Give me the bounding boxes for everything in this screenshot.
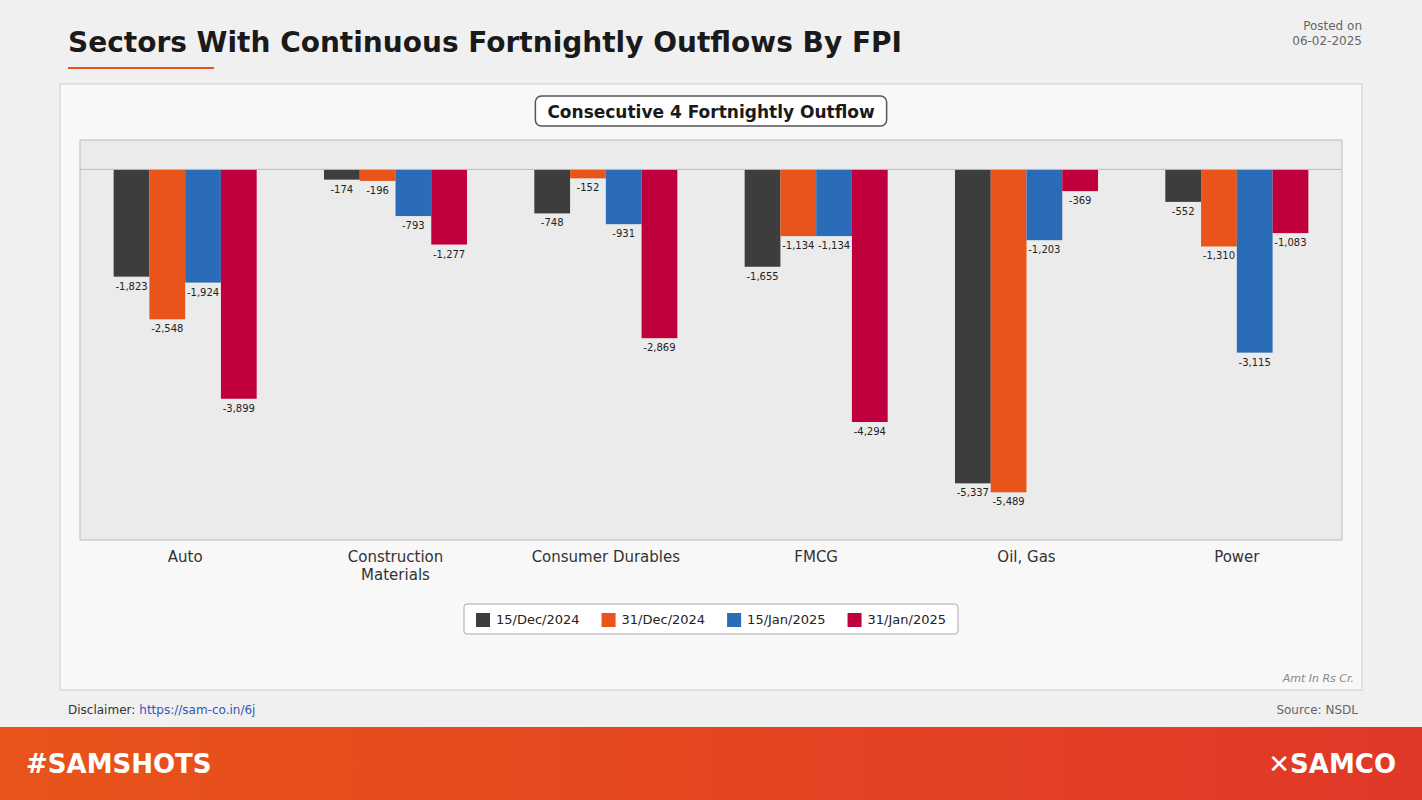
text-line: Posted on: [1303, 19, 1362, 33]
legend-label: 15/Dec/2024: [496, 612, 580, 627]
bar: [149, 169, 185, 319]
data-label: -793: [402, 220, 425, 231]
bar: [642, 169, 678, 338]
legend-frame: [464, 604, 958, 634]
x-tick-label: FMCG: [794, 548, 838, 566]
legend-label: 31/Dec/2024: [622, 612, 706, 627]
bar: [114, 169, 150, 276]
bar: [324, 169, 360, 179]
disclaimer: Disclaimer:: [68, 703, 135, 717]
bar: [431, 169, 467, 244]
text-line: FMCG: [794, 548, 838, 566]
data-label: -174: [331, 184, 354, 195]
text-line: Materials: [361, 566, 430, 584]
legend: 15/Dec/2024 31/Dec/2024 15/Jan/2025 31/Jan/…: [464, 604, 958, 634]
data-label: -2,548: [151, 323, 183, 334]
bar: [396, 169, 432, 216]
legend-swatch: [602, 613, 616, 627]
bar: [991, 169, 1027, 492]
x-tick-label: Oil, Gas: [997, 548, 1055, 566]
bar: [1273, 169, 1309, 233]
x-tick-label: Consumer Durables: [532, 548, 681, 566]
legend-label: 15/Jan/2025: [747, 612, 825, 627]
bar: [780, 169, 816, 236]
bar: [570, 169, 606, 178]
data-label: -552: [1172, 206, 1195, 217]
data-label: -1,655: [746, 271, 778, 282]
text-line: 06-02-2025: [1292, 34, 1362, 48]
data-label: -931: [612, 228, 635, 239]
footer-bar: [0, 727, 1422, 800]
subtitle: Consecutive 4 Fortnightly Outflow: [547, 102, 875, 122]
legend-swatch: [848, 613, 862, 627]
data-label: -5,337: [957, 487, 989, 498]
x-tick-label: Power: [1214, 548, 1260, 566]
legend-swatch: [476, 613, 490, 627]
x-tick-label: ConstructionMaterials: [348, 548, 444, 584]
bar: [606, 169, 642, 224]
text-line: Power: [1214, 548, 1260, 566]
data-label: -1,823: [115, 281, 147, 292]
data-label: -4,294: [854, 426, 886, 437]
subtitle-box: [535, 96, 886, 126]
text-line: Oil, Gas: [997, 548, 1055, 566]
text-line: Consumer Durables: [532, 548, 681, 566]
data-label: -1,277: [433, 249, 465, 260]
data-label: -1,134: [782, 240, 814, 251]
data-label: -2,869: [643, 342, 675, 353]
bar: [816, 169, 852, 236]
bar: [1165, 169, 1201, 201]
chart-root: Sectors With Continuous Fortnightly Outf…: [0, 0, 1422, 800]
plot-frame: [80, 140, 1342, 540]
posted-on: Posted on06-02-2025: [1292, 19, 1362, 48]
bar: [221, 169, 257, 398]
data-label: -1,134: [818, 240, 850, 251]
data-label: -748: [541, 217, 564, 228]
bar: [1027, 169, 1063, 240]
baseline: [80, 169, 1342, 170]
x-axis: Auto ConstructionMaterials Consumer Durabl…: [168, 548, 1261, 584]
text-line: Auto: [168, 548, 203, 566]
legend-label: 31/Jan/2025: [868, 612, 946, 627]
bar: [360, 169, 396, 181]
disclaimer-link: https://sam-co.in/6j: [139, 703, 255, 717]
bar: [185, 169, 221, 282]
bar: [1201, 169, 1237, 246]
source: Source: NSDL: [1276, 703, 1358, 717]
bar: [745, 169, 781, 266]
unit-note: Amt In Rs Cr.: [1282, 672, 1354, 685]
bar: [534, 169, 570, 213]
brand-logo: ✕SAMCO: [1268, 749, 1396, 779]
x-tick-label: Auto: [168, 548, 203, 566]
data-label: -3,899: [223, 403, 255, 414]
data-label: -1,203: [1028, 244, 1060, 255]
data-label: -152: [577, 182, 600, 193]
text-line: Construction: [348, 548, 444, 566]
bars: [114, 169, 1309, 492]
legend-swatch: [727, 613, 741, 627]
brand-hashtag: #SAMSHOTS: [26, 749, 212, 779]
data-label: -3,115: [1239, 357, 1271, 368]
title-underline: [68, 67, 214, 69]
bar: [852, 169, 888, 422]
title: Sectors With Continuous Fortnightly Outf…: [68, 26, 902, 59]
data-label: -1,310: [1203, 250, 1235, 261]
data-label: -1,083: [1274, 237, 1306, 248]
data-label: -1,924: [187, 287, 219, 298]
bar: [1237, 169, 1273, 352]
subtitle-group: Consecutive 4 Fortnightly Outflow: [535, 96, 886, 126]
chart-box: [60, 84, 1362, 690]
bar: [1062, 169, 1098, 191]
data-label: -369: [1069, 195, 1092, 206]
bar: [955, 169, 991, 483]
data-label: -5,489: [992, 496, 1024, 507]
data-labels: -1,823 -174 -748 -1,655 -5,337 -552 -2,548 -196…: [115, 182, 1306, 507]
data-label: -196: [366, 185, 389, 196]
background: [0, 0, 1422, 800]
